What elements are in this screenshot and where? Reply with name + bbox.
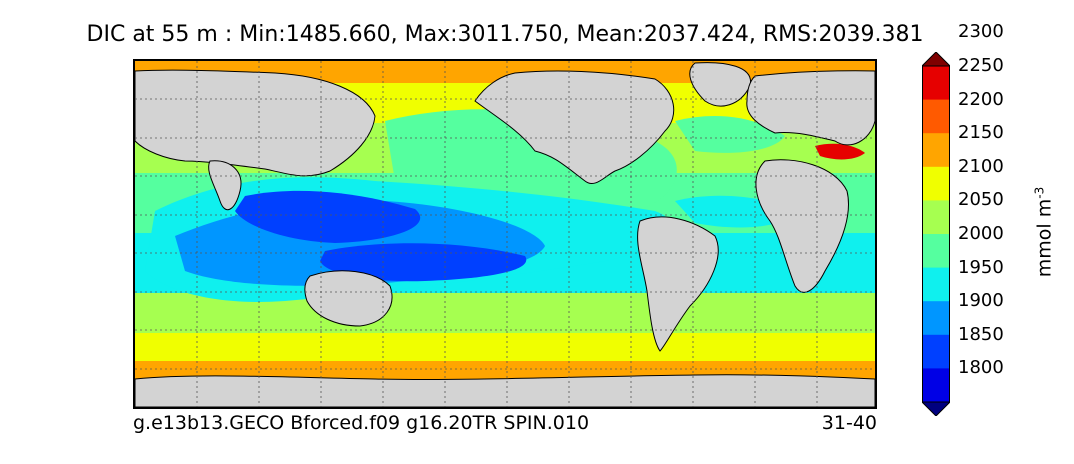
colorbar-tick-label: 2150 — [958, 122, 1004, 144]
colorbar-bin — [922, 234, 950, 269]
colorbar-tick-label: 2100 — [958, 155, 1004, 177]
colorbar-bin — [922, 200, 950, 235]
colorbar-bin — [922, 166, 950, 201]
land-asia-west — [135, 69, 376, 177]
colorbar-tick-label: 1800 — [958, 357, 1004, 379]
chart-title: DIC at 55 m : Min:1485.660, Max:3011.750… — [86, 22, 924, 47]
north-atlantic-cyan — [675, 116, 785, 153]
land-greenland — [689, 62, 751, 107]
colorbar-tick-label: 2200 — [958, 88, 1004, 110]
warm-pool-blue — [235, 190, 421, 243]
colorbar-tick-label: 2000 — [958, 223, 1004, 244]
footer-run-name: g.e13b13.GECO Bforced.f09 g16.20TR SPIN.… — [133, 412, 590, 434]
colorbar-tick-label: 2250 — [958, 55, 1004, 76]
colorbar-bin — [922, 267, 950, 302]
colorbar-bin — [922, 301, 950, 336]
colorbar-bin — [922, 99, 950, 134]
colorbar-tick-label: 1850 — [958, 323, 1004, 345]
land-north-america — [474, 70, 675, 185]
land-eurasia — [746, 70, 875, 146]
land-south-america — [637, 216, 719, 352]
land-india — [208, 160, 242, 211]
colorbar-extend-min — [922, 401, 950, 416]
colorbar-units-label: mmol m-3 — [1032, 186, 1056, 278]
mediterranean-high — [815, 143, 865, 160]
colorbar-bin — [922, 66, 950, 101]
land-australia — [304, 270, 393, 327]
land-africa — [755, 159, 849, 293]
colorbar-bin — [922, 368, 950, 403]
colorbar-tick-label: 1950 — [958, 256, 1004, 278]
colorbar-extend-max — [922, 52, 950, 67]
colorbar-bin — [922, 334, 950, 369]
colorbar-tick-label: 2300 — [958, 21, 1004, 43]
ocean-band-southern — [135, 333, 875, 361]
colorbar — [922, 52, 950, 416]
colorbar-tick-label: 1900 — [958, 290, 1004, 312]
colorbar-bin — [922, 133, 950, 168]
footer-years: 31-40 — [821, 412, 877, 434]
land-antarctica — [135, 374, 875, 407]
colorbar-tick-label: 2050 — [958, 189, 1004, 211]
map-plot — [133, 59, 877, 409]
colorbar-frame — [922, 65, 950, 403]
